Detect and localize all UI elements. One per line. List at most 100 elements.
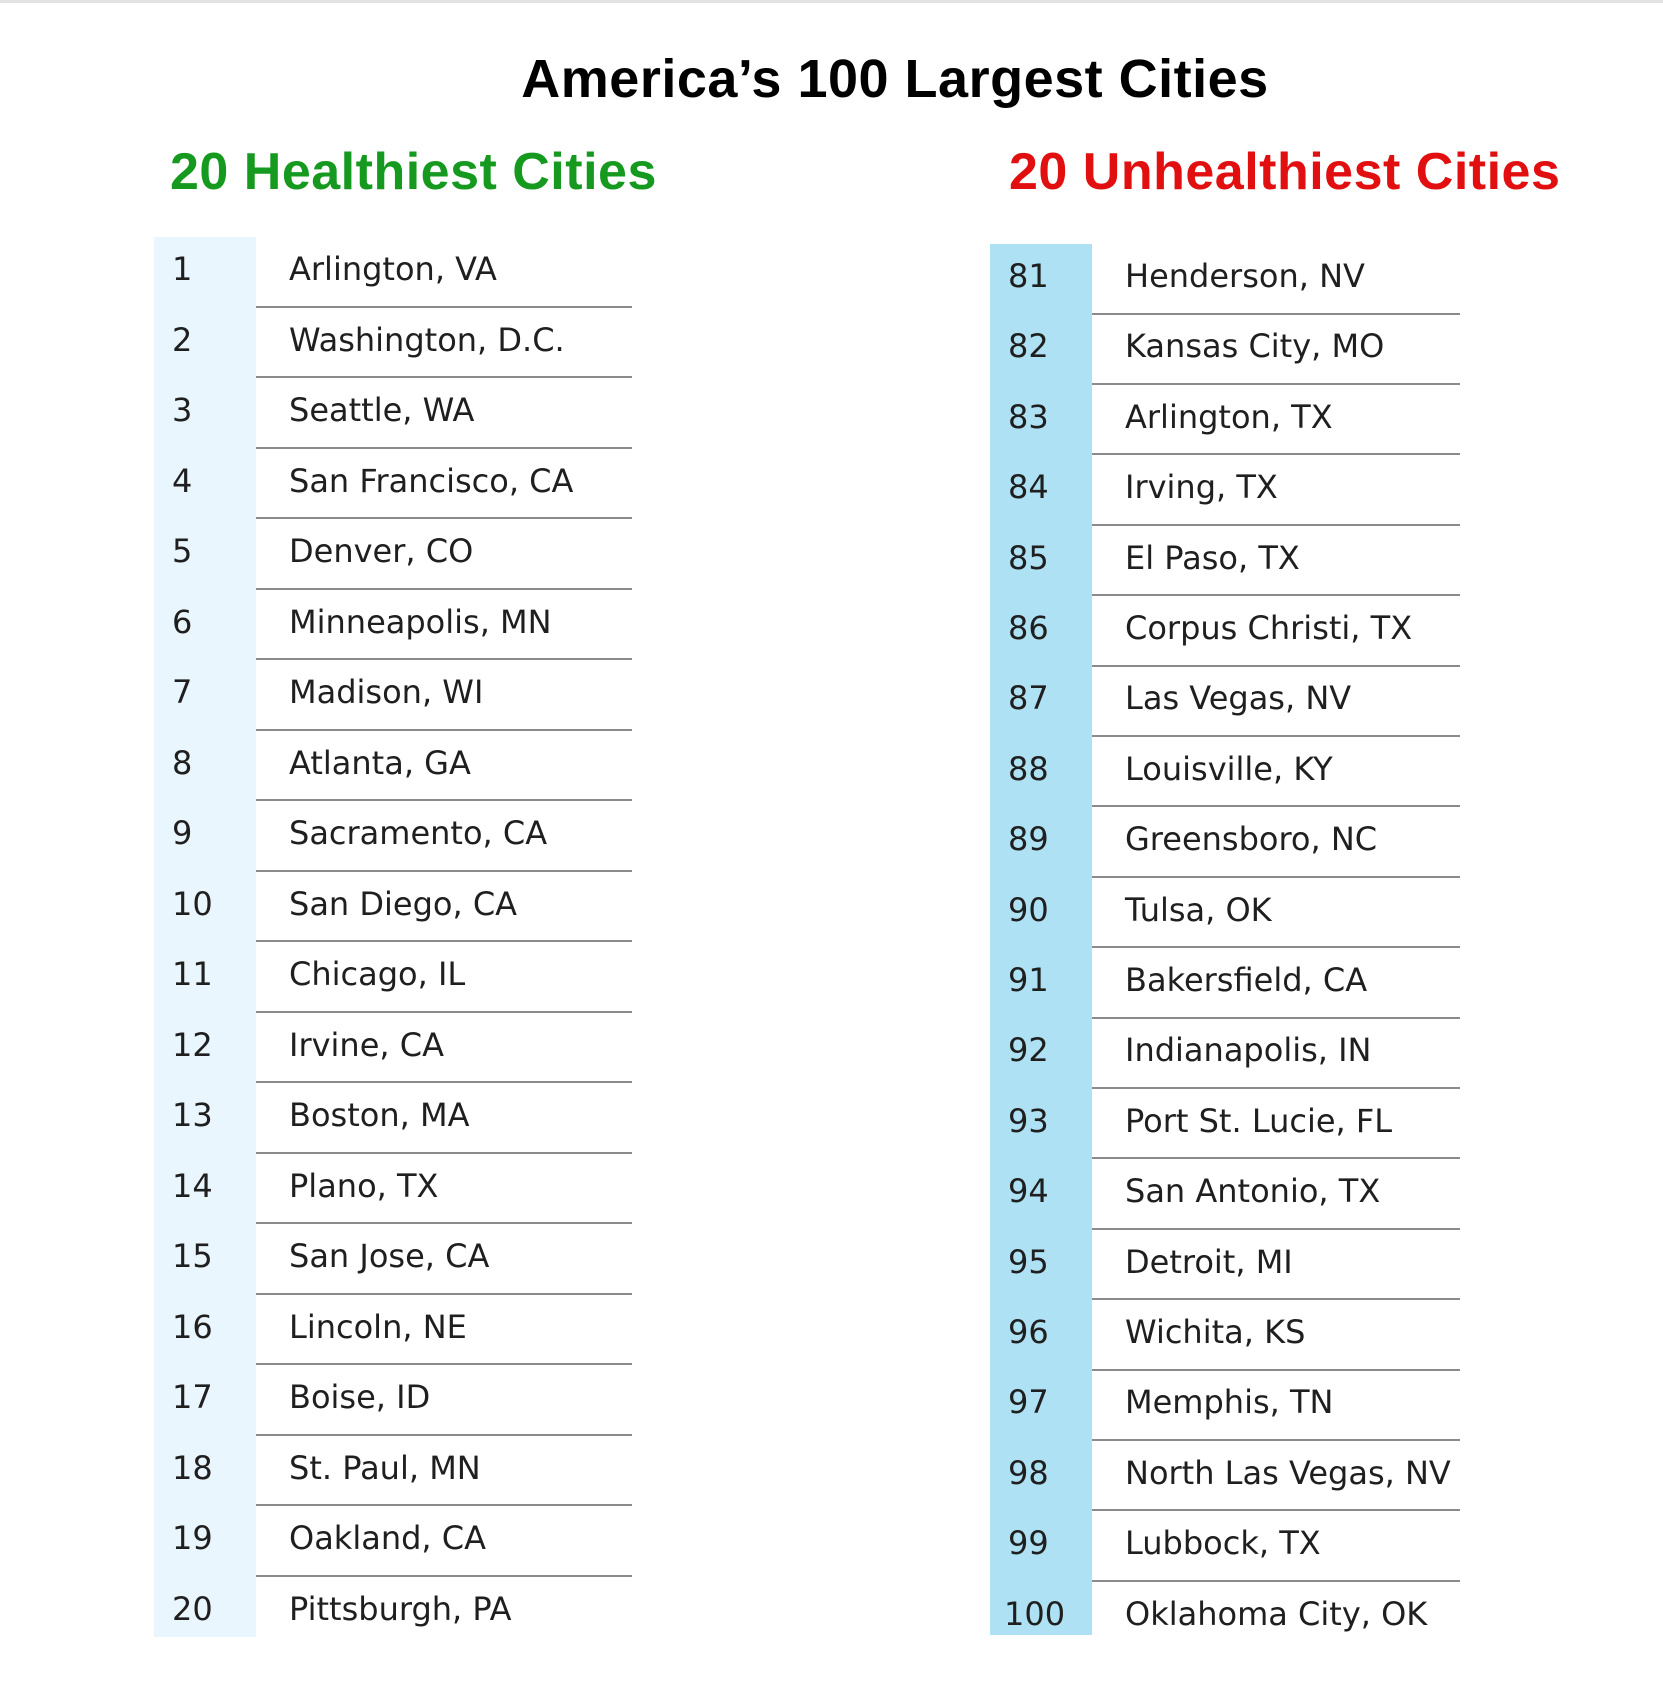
city-name: San Diego, CA	[289, 884, 518, 923]
rank-number: 97	[1008, 1383, 1049, 1422]
table-row: 5 Denver, CO	[154, 519, 634, 590]
rank-number: 4	[172, 461, 193, 500]
city-name: Plano, TX	[289, 1166, 439, 1205]
row-divider	[1092, 875, 1460, 878]
table-row: 93 Port St. Lucie, FL	[990, 1089, 1470, 1160]
table-row: 87 Las Vegas, NV	[990, 666, 1470, 737]
table-row: 6 Minneapolis, MN	[154, 590, 634, 660]
city-name: Lincoln, NE	[289, 1307, 467, 1346]
row-divider	[256, 446, 632, 449]
city-name: Irving, TX	[1125, 468, 1278, 507]
city-name: Boise, ID	[289, 1378, 431, 1416]
row-divider	[256, 305, 632, 308]
city-name: Boston, MA	[289, 1096, 470, 1134]
city-name: Henderson, NV	[1125, 257, 1365, 295]
table-row: 10 San Diego, CA	[154, 872, 634, 942]
city-name: Indianapolis, IN	[1125, 1031, 1372, 1070]
rank-number: 10	[172, 884, 213, 923]
city-name: Washington, D.C.	[289, 320, 565, 359]
row-divider	[256, 940, 632, 942]
row-divider	[1092, 664, 1460, 667]
rank-number: 88	[1008, 749, 1049, 788]
row-divider	[256, 517, 632, 519]
table-row: 9 Sacramento, CA	[154, 801, 634, 872]
table-row: 2 Washington, D.C.	[154, 308, 634, 378]
city-name: Tulsa, OK	[1125, 890, 1272, 929]
table-row: 15 San Jose, CA	[154, 1224, 634, 1295]
table-row: 100 Oklahoma City, OK	[990, 1582, 1470, 1653]
rank-number: 100	[1004, 1594, 1066, 1633]
table-row: 11 Chicago, IL	[154, 942, 634, 1013]
unhealthiest-heading: 20 Unhealthiest Cities	[1009, 143, 1561, 201]
city-name: Atlanta, GA	[289, 743, 471, 782]
table-row: 85 El Paso, TX	[990, 526, 1470, 597]
row-divider	[256, 1574, 632, 1577]
row-divider	[1092, 1298, 1460, 1301]
city-name: Las Vegas, NV	[1125, 679, 1352, 718]
rank-number: 96	[1008, 1313, 1049, 1351]
city-name: Kansas City, MO	[1125, 327, 1385, 366]
city-name: Sacramento, CA	[289, 814, 548, 852]
rank-number: 89	[1008, 820, 1049, 859]
rank-number: 20	[172, 1589, 213, 1628]
row-divider	[1092, 946, 1460, 949]
rank-number: 11	[172, 955, 213, 993]
rank-number: 12	[172, 1025, 213, 1064]
table-row: 84 Irving, TX	[990, 455, 1470, 526]
table-row: 95 Detroit, MI	[990, 1230, 1470, 1301]
table-row: 82 Kansas City, MO	[990, 314, 1470, 385]
row-divider	[256, 587, 632, 590]
row-divider	[256, 728, 632, 731]
table-row: 20 Pittsburgh, PA	[154, 1577, 634, 1648]
city-name: Pittsburgh, PA	[289, 1589, 512, 1628]
row-divider	[1092, 1086, 1460, 1089]
table-row: 83 Arlington, TX	[990, 385, 1470, 456]
row-divider	[256, 1433, 632, 1436]
table-row: 13 Boston, MA	[154, 1083, 634, 1154]
rank-number: 9	[172, 814, 193, 852]
rank-number: 19	[172, 1519, 213, 1557]
table-row: 7 Madison, WI	[154, 660, 634, 731]
table-row: 17 Boise, ID	[154, 1365, 634, 1436]
city-name: Minneapolis, MN	[289, 602, 552, 641]
row-divider	[1092, 312, 1460, 315]
table-row: 14 Plano, TX	[154, 1154, 634, 1224]
city-name: Corpus Christi, TX	[1125, 609, 1413, 647]
row-divider	[256, 658, 632, 660]
rank-number: 86	[1008, 609, 1049, 647]
table-row: 96 Wichita, KS	[990, 1300, 1470, 1371]
rank-number: 3	[172, 391, 193, 429]
row-divider	[1092, 453, 1460, 456]
row-divider	[256, 376, 632, 378]
row-divider	[1092, 805, 1460, 808]
table-row: 88 Louisville, KY	[990, 737, 1470, 808]
rank-number: 7	[172, 673, 193, 711]
row-divider	[1092, 523, 1460, 526]
rank-number: 85	[1008, 538, 1049, 577]
row-divider	[1092, 1509, 1460, 1512]
rank-band	[154, 237, 256, 1637]
row-divider	[1092, 1438, 1460, 1441]
page-title: America’s 100 Largest Cities	[521, 49, 1269, 109]
row-divider	[256, 1151, 632, 1154]
city-name: El Paso, TX	[1125, 538, 1300, 577]
table-row: 81 Henderson, NV	[990, 244, 1470, 315]
city-name: Seattle, WA	[289, 391, 475, 429]
city-name: Arlington, TX	[1125, 397, 1333, 436]
row-divider	[256, 1222, 632, 1224]
city-name: Madison, WI	[289, 673, 484, 711]
row-divider	[1092, 734, 1460, 737]
row-divider	[1092, 1016, 1460, 1019]
rank-band	[990, 244, 1092, 1635]
rank-number: 8	[172, 743, 193, 782]
rank-number: 83	[1008, 397, 1049, 436]
rank-number: 17	[172, 1378, 213, 1416]
table-row: 97 Memphis, TN	[990, 1370, 1470, 1441]
city-name: Chicago, IL	[289, 955, 466, 993]
row-divider	[1092, 1227, 1460, 1230]
row-divider	[256, 1081, 632, 1083]
rank-number: 5	[172, 532, 193, 570]
city-name: Wichita, KS	[1125, 1313, 1306, 1351]
city-name: Oakland, CA	[289, 1519, 486, 1557]
rank-number: 84	[1008, 468, 1049, 507]
